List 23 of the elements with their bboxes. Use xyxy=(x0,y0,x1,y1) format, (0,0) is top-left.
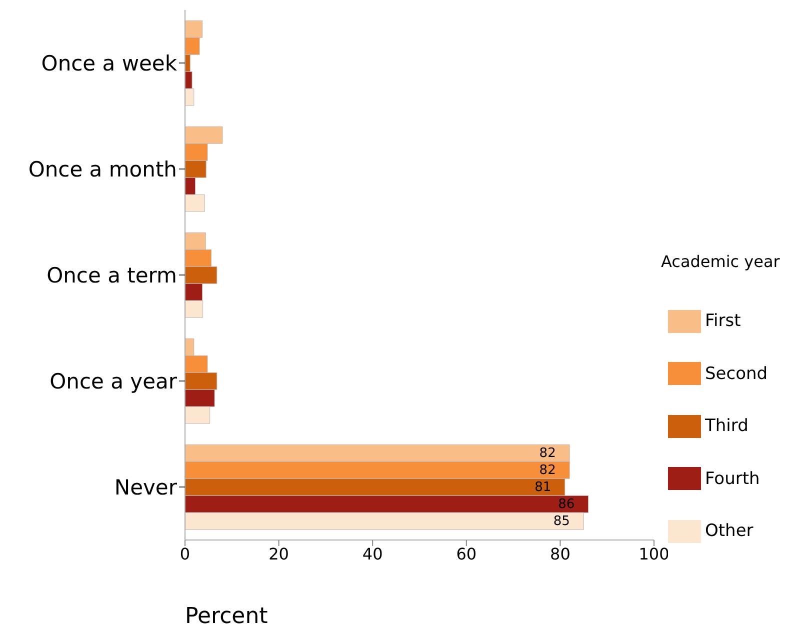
x-tick-label: 100 xyxy=(638,544,670,564)
x-tick-label: 40 xyxy=(362,544,383,564)
legend-label: Second xyxy=(705,364,768,384)
data-label: 85 xyxy=(553,514,570,530)
data-label: 81 xyxy=(534,480,552,496)
x-tick-label: 20 xyxy=(268,544,289,564)
y-tick-label: Once a year xyxy=(50,369,178,394)
legend-label: Other xyxy=(705,521,754,542)
y-tick-label: Once a month xyxy=(28,157,177,182)
legend-label: First xyxy=(705,311,741,332)
x-tick-label: 80 xyxy=(550,544,570,564)
x-tick-label: 60 xyxy=(456,544,477,564)
legend-title: Academic year xyxy=(661,252,780,271)
legend-label: Fourth xyxy=(705,468,760,489)
x-tick-label: 0 xyxy=(180,544,190,564)
legend-label: Third xyxy=(705,416,748,436)
x-axis-title: Percent xyxy=(185,604,268,629)
y-tick-label: Never xyxy=(114,475,178,500)
data-label: 82 xyxy=(539,463,556,478)
y-tick-label: Once a week xyxy=(41,51,178,76)
y-tick-label: Once a term xyxy=(46,263,177,288)
data-label: 82 xyxy=(539,446,556,462)
data-label: 86 xyxy=(558,497,575,512)
